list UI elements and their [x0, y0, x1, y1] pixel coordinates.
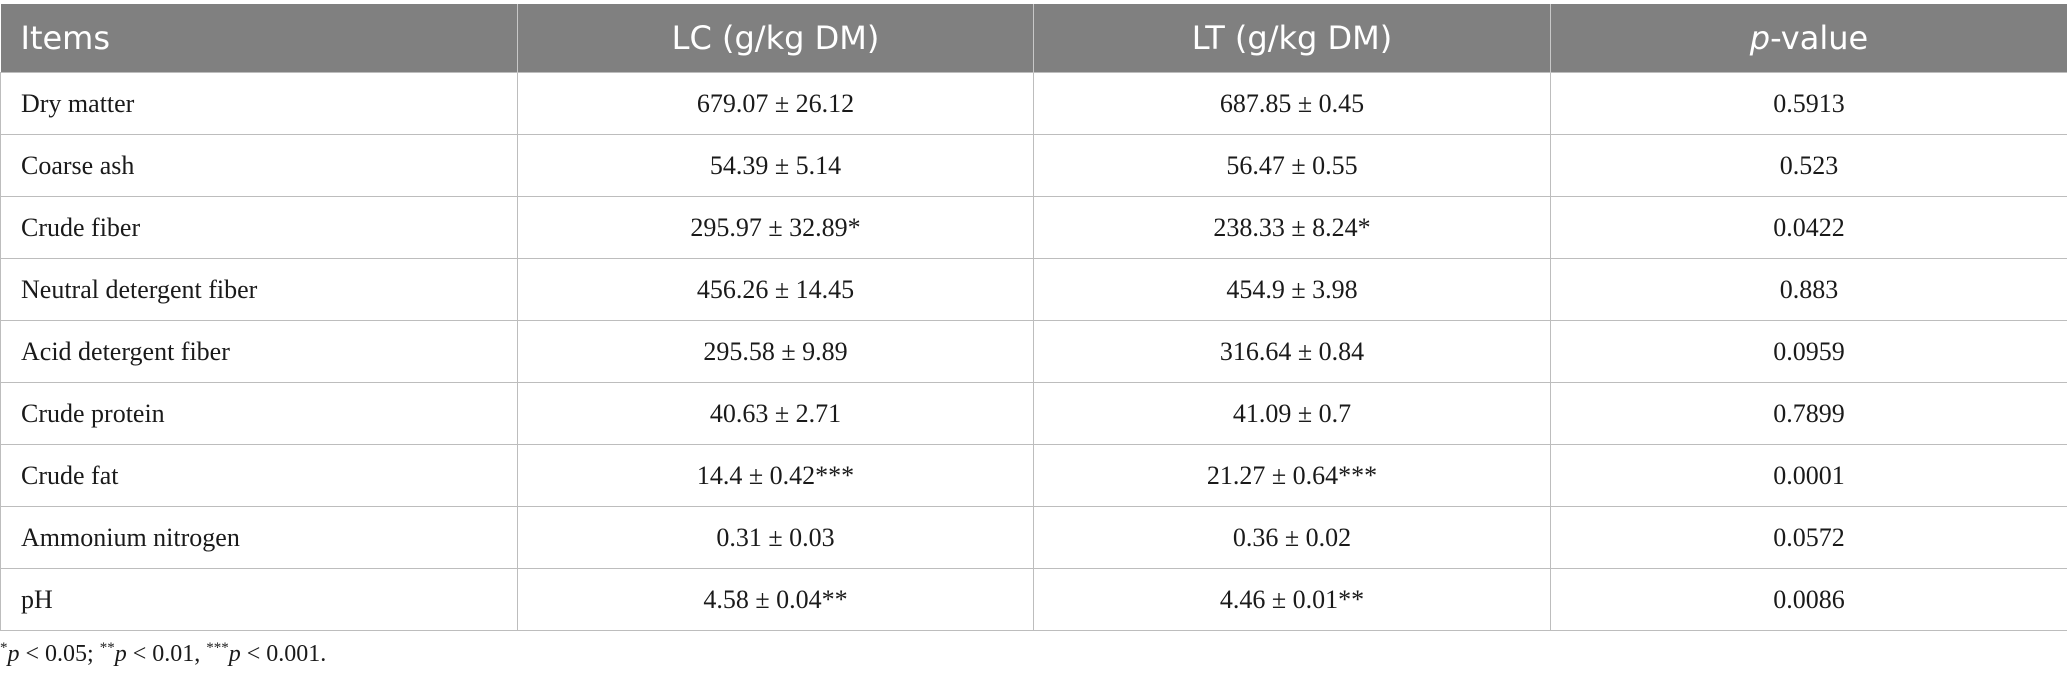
- cell-pvalue: 0.523: [1550, 134, 2067, 197]
- table-header: Items LC (g/kg DM) LT (g/kg DM) p-value: [0, 4, 2067, 73]
- table-row: Ammonium nitrogen 0.31 ± 0.03 0.36 ± 0.0…: [0, 506, 2067, 569]
- footnote-text-2: < 0.01,: [126, 641, 207, 667]
- header-pvalue: p-value: [1550, 4, 2067, 73]
- cell-item: pH: [0, 568, 518, 631]
- cell-item: Ammonium nitrogen: [0, 506, 518, 569]
- cell-pvalue: 0.0572: [1550, 506, 2067, 569]
- header-pvalue-rest: -value: [1770, 19, 1869, 57]
- table-row: Crude protein 40.63 ± 2.71 41.09 ± 0.7 0…: [0, 382, 2067, 445]
- data-table: Items LC (g/kg DM) LT (g/kg DM) p-value …: [0, 4, 2067, 631]
- cell-lt: 0.36 ± 0.02: [1033, 506, 1551, 569]
- cell-lc: 679.07 ± 26.12: [517, 72, 1034, 135]
- cell-item: Crude protein: [0, 382, 518, 445]
- cell-pvalue: 0.7899: [1550, 382, 2067, 445]
- footnote-p-1: p: [7, 641, 20, 667]
- header-row: Items LC (g/kg DM) LT (g/kg DM) p-value: [0, 4, 2067, 73]
- cell-lc: 295.97 ± 32.89*: [517, 196, 1034, 259]
- footnote-star-2: **: [99, 640, 115, 656]
- cell-lt: 56.47 ± 0.55: [1033, 134, 1551, 197]
- cell-lc: 14.4 ± 0.42***: [517, 444, 1034, 507]
- header-lc: LC (g/kg DM): [517, 4, 1034, 73]
- cell-lt: 454.9 ± 3.98: [1033, 258, 1551, 321]
- cell-lt: 4.46 ± 0.01**: [1033, 568, 1551, 631]
- table-row: Dry matter 679.07 ± 26.12 687.85 ± 0.45 …: [0, 72, 2067, 135]
- table-row: Neutral detergent fiber 456.26 ± 14.45 4…: [0, 258, 2067, 321]
- table-row: Acid detergent fiber 295.58 ± 9.89 316.6…: [0, 320, 2067, 383]
- cell-lt: 316.64 ± 0.84: [1033, 320, 1551, 383]
- cell-lc: 40.63 ± 2.71: [517, 382, 1034, 445]
- cell-item: Crude fat: [0, 444, 518, 507]
- cell-lc: 54.39 ± 5.14: [517, 134, 1034, 197]
- cell-lt: 21.27 ± 0.64***: [1033, 444, 1551, 507]
- cell-lt: 41.09 ± 0.7: [1033, 382, 1551, 445]
- table-body: Dry matter 679.07 ± 26.12 687.85 ± 0.45 …: [0, 72, 2067, 631]
- footnote-p-3: p: [228, 641, 241, 667]
- cell-lt: 687.85 ± 0.45: [1033, 72, 1551, 135]
- cell-pvalue: 0.0001: [1550, 444, 2067, 507]
- cell-item: Neutral detergent fiber: [0, 258, 518, 321]
- table-row: Crude fat 14.4 ± 0.42*** 21.27 ± 0.64***…: [0, 444, 2067, 507]
- cell-pvalue: 0.883: [1550, 258, 2067, 321]
- footnote-p-2: p: [114, 641, 127, 667]
- cell-pvalue: 0.0422: [1550, 196, 2067, 259]
- cell-item: Dry matter: [0, 72, 518, 135]
- cell-lc: 456.26 ± 14.45: [517, 258, 1034, 321]
- cell-item: Acid detergent fiber: [0, 320, 518, 383]
- table-row: Crude fiber 295.97 ± 32.89* 238.33 ± 8.2…: [0, 196, 2067, 259]
- table-row: Coarse ash 54.39 ± 5.14 56.47 ± 0.55 0.5…: [0, 134, 2067, 197]
- table-footnote: *p < 0.05; **p < 0.01, ***p < 0.001.: [0, 640, 326, 668]
- header-lt: LT (g/kg DM): [1033, 4, 1551, 73]
- footnote-text-1: < 0.05;: [19, 641, 100, 667]
- header-pvalue-p: p: [1749, 19, 1771, 57]
- header-items: Items: [0, 4, 518, 73]
- footnote-text-3: < 0.001.: [240, 641, 327, 667]
- cell-pvalue: 0.0086: [1550, 568, 2067, 631]
- footnote-star-3: ***: [206, 640, 229, 656]
- cell-item: Coarse ash: [0, 134, 518, 197]
- cell-pvalue: 0.5913: [1550, 72, 2067, 135]
- cell-lt: 238.33 ± 8.24*: [1033, 196, 1551, 259]
- cell-pvalue: 0.0959: [1550, 320, 2067, 383]
- cell-lc: 0.31 ± 0.03: [517, 506, 1034, 569]
- cell-lc: 295.58 ± 9.89: [517, 320, 1034, 383]
- cell-item: Crude fiber: [0, 196, 518, 259]
- table-row: pH 4.58 ± 0.04** 4.46 ± 0.01** 0.0086: [0, 568, 2067, 631]
- footnote-star-1: *: [0, 640, 8, 656]
- cell-lc: 4.58 ± 0.04**: [517, 568, 1034, 631]
